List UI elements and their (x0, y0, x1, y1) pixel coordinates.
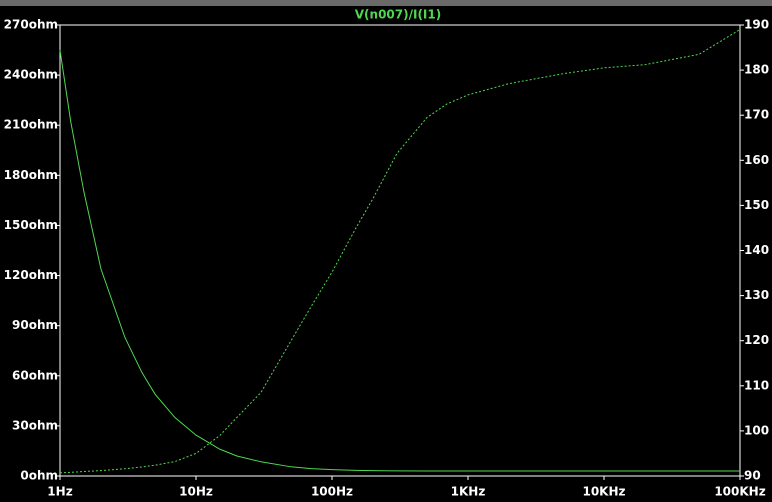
series-line (59, 29, 741, 474)
y2-tick-label: 110 (744, 378, 769, 392)
chart-title: V(n007)/I(I1) (355, 8, 441, 22)
y2-tick-label: 120 (744, 333, 769, 347)
y-tick-label: 150ohm (4, 218, 58, 232)
y2-tick-label: 180 (744, 63, 769, 77)
x-tick-label: 1Hz (47, 485, 72, 499)
y-tick-label: 30ohm (12, 418, 58, 432)
y2-tick-label: 140 (744, 243, 769, 257)
y-tick-label: 0ohm (20, 469, 58, 483)
y2-tick-label: 190 (744, 18, 769, 32)
y-tick-label: 210ohm (4, 118, 58, 132)
plot-frame (59, 24, 741, 477)
x-tick-label: 1KHz (451, 485, 486, 499)
x-tick-label: 10KHz (582, 485, 625, 499)
y2-tick-label: 160 (744, 153, 769, 167)
y-tick-label: 120ohm (4, 268, 58, 282)
x-tick-label: 10Hz (179, 485, 213, 499)
x-tick-label: 100KHz (714, 485, 765, 499)
y2-tick-label: 150 (744, 198, 769, 212)
x-tick-label: 100Hz (311, 485, 353, 499)
window-title-strip (0, 0, 772, 6)
y-tick-label: 270ohm (4, 18, 58, 32)
y2-tick-label: 90 (744, 469, 761, 483)
y-tick-label: 180ohm (4, 168, 58, 182)
y-tick-label: 60ohm (12, 368, 58, 382)
y2-tick-label: 100 (744, 423, 769, 437)
y-tick-label: 240ohm (4, 68, 58, 82)
y2-tick-label: 170 (744, 108, 769, 122)
y2-tick-label: 130 (744, 288, 769, 302)
series-line (59, 49, 740, 472)
y-tick-label: 90ohm (12, 318, 58, 332)
